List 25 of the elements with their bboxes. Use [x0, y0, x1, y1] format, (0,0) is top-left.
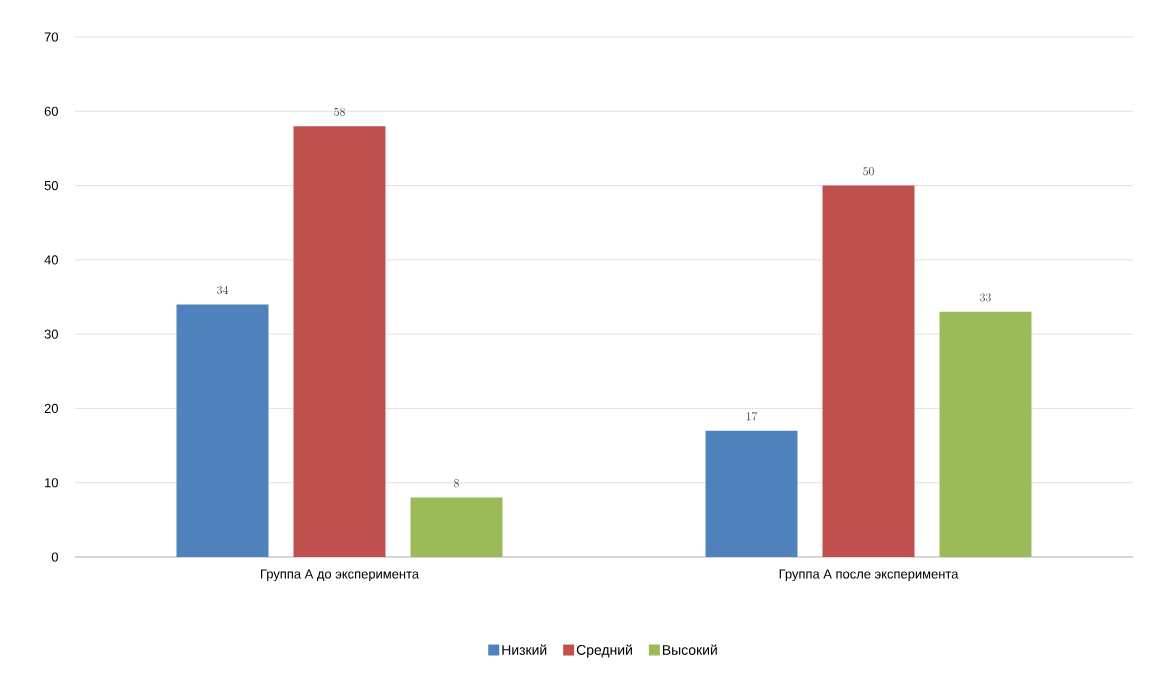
legend-label: Средний: [576, 644, 632, 658]
bar: [176, 304, 269, 557]
y-tick-label: 0: [51, 552, 58, 562]
y-tick-label: 20: [44, 403, 58, 414]
bar: [822, 185, 915, 557]
data-label: 58: [334, 107, 345, 116]
legend-label: Высокий: [663, 644, 717, 655]
data-label: 50: [863, 167, 874, 176]
y-tick-label: 60: [44, 106, 58, 116]
y-tick-label: 40: [44, 255, 58, 265]
data-label: 34: [217, 285, 229, 295]
y-tick-label: 10: [45, 478, 58, 488]
data-label: 8: [454, 479, 459, 488]
bar: [410, 497, 503, 557]
y-tick-label: 30: [44, 329, 58, 339]
bar: [293, 126, 386, 557]
legend-label: Низкий: [502, 644, 547, 655]
x-tick-label: Группа А после эксперимента: [779, 569, 959, 582]
x-tick-label: Группа А до эксперимента: [261, 569, 420, 582]
bar: [705, 430, 798, 557]
y-tick-label: 70: [44, 32, 58, 42]
bar: [939, 311, 1032, 557]
data-label: 33: [980, 293, 991, 302]
y-tick-label: 50: [44, 180, 58, 191]
data-label: 17: [746, 412, 758, 421]
